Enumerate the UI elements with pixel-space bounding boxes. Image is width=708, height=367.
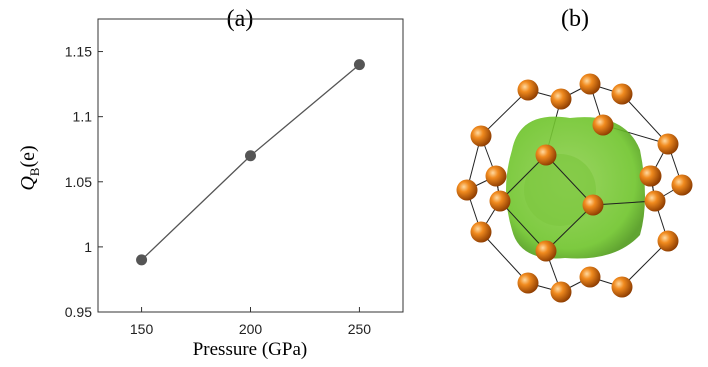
cage-bond: [545, 154, 594, 206]
atom: [657, 133, 679, 155]
atom: [550, 281, 572, 303]
y-axis-label: QB(e): [17, 145, 42, 190]
cage-bond: [499, 154, 547, 202]
atom: [671, 174, 693, 196]
y-tick-label: 1.15: [65, 44, 92, 60]
cluster-render: [456, 73, 693, 303]
atom: [592, 114, 614, 136]
atom: [611, 83, 633, 105]
atom: [657, 230, 679, 252]
y-label-argument: (e): [17, 145, 39, 167]
cage-bond: [480, 89, 529, 137]
x-tick-label: 200: [239, 321, 263, 337]
atom: [579, 266, 601, 288]
atom: [535, 240, 557, 262]
atom: [489, 190, 511, 212]
atom: [470, 125, 492, 147]
y-tick-label: 1: [84, 239, 92, 255]
cage-bond: [621, 93, 669, 145]
atom: [456, 179, 478, 201]
cage-bond: [499, 200, 547, 252]
data-point: [136, 254, 148, 266]
y-label-symbol: Q: [17, 176, 39, 191]
y-tick-label: 1.1: [73, 109, 93, 125]
atom: [550, 88, 572, 110]
x-axis-label: Pressure (GPa): [193, 339, 308, 360]
atom: [579, 73, 601, 95]
y-label-subscript: B: [27, 167, 42, 176]
atom: [582, 194, 604, 216]
atom: [517, 79, 539, 101]
cage-bond: [621, 240, 669, 288]
cage-bond: [545, 204, 594, 252]
atom: [470, 221, 492, 243]
data-point: [245, 150, 256, 162]
y-tick-label: 0.95: [65, 304, 92, 320]
atom: [517, 272, 539, 294]
cage-bond: [480, 231, 529, 284]
atom: [611, 276, 633, 298]
panel-b-title: (b): [561, 6, 589, 32]
x-tick-label: 150: [130, 321, 154, 337]
data-line: [141, 64, 360, 261]
atom: [485, 165, 507, 187]
atom: [535, 144, 557, 166]
inner-sphere: [524, 154, 596, 226]
y-tick-label: 1.05: [65, 174, 92, 190]
atom: [639, 165, 661, 187]
atom: [644, 190, 666, 212]
data-point: [353, 59, 365, 71]
x-tick-label: 250: [348, 321, 372, 337]
